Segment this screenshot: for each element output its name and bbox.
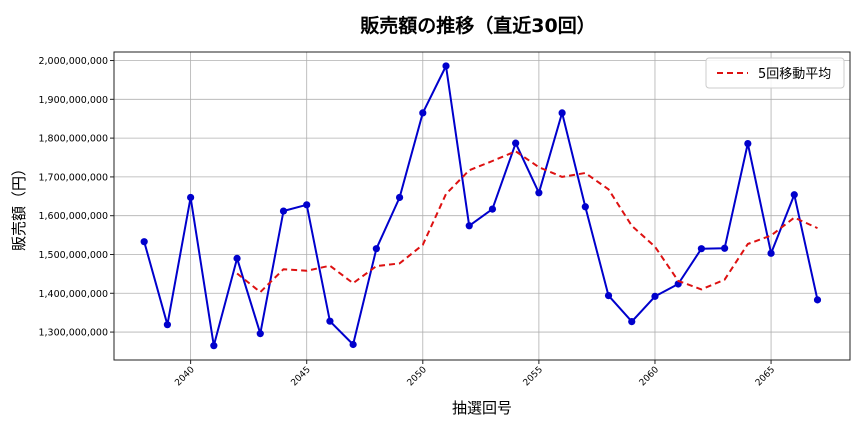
sales-data-point — [187, 193, 195, 202]
sales-data-point — [372, 245, 380, 253]
y-axis-label: 販売額（円） — [10, 161, 28, 251]
sales-line — [143, 65, 819, 347]
sales-data-point — [535, 189, 543, 197]
x-axis-label: 抽選回号 — [452, 399, 512, 417]
sales-data-point — [256, 330, 264, 338]
y-tick-label: 1,900,000,000 — [38, 95, 108, 106]
sales-data-point — [442, 62, 450, 70]
sales-data-point — [604, 292, 613, 300]
sales-data-point — [512, 139, 520, 147]
sales-data-point — [326, 317, 334, 325]
x-tick-label: 2055 — [522, 365, 545, 388]
x-tick-label: 2050 — [406, 365, 429, 388]
y-tick-label: 1,700,000,000 — [38, 172, 108, 183]
moving-average-line — [236, 150, 818, 294]
y-tick-label: 1,400,000,000 — [38, 289, 108, 300]
y-axis-ticks: 1,300,000,000 1,400,000,000 1,500,000,000 1… — [38, 56, 114, 339]
sales-data-point — [790, 191, 798, 199]
y-tick-label: 1,300,000,000 — [38, 328, 108, 339]
sales-data-point — [581, 203, 589, 211]
chart-title: 販売額の推移（直近30回） — [360, 14, 595, 37]
x-tick-label: 2045 — [290, 365, 313, 388]
x-tick-label: 2040 — [173, 365, 196, 388]
sales-data-point — [210, 342, 218, 350]
sales-data-point — [628, 317, 636, 326]
legend-box — [705, 57, 845, 89]
sales-data-point — [279, 207, 288, 215]
sales-data-point — [488, 205, 497, 213]
sales-data-point — [744, 139, 752, 148]
sales-data-point — [767, 249, 775, 257]
sales-data-point — [419, 109, 427, 117]
plot-series — [140, 62, 822, 350]
y-tick-label: 1,600,000,000 — [38, 211, 108, 222]
plot-area-frame — [113, 51, 851, 361]
sales-data-point — [349, 340, 357, 349]
sales-data-point — [558, 109, 566, 117]
sales-data-point — [163, 321, 172, 329]
sales-data-point — [395, 193, 404, 202]
sales-data-point — [813, 296, 822, 304]
x-axis-ticks: 2040 2045 2050 2055 2060 2065 — [173, 360, 777, 388]
sales-data-point — [721, 244, 729, 252]
y-tick-label: 1,800,000,000 — [38, 134, 108, 145]
sales-data-point — [697, 245, 706, 253]
sales-data-point — [140, 238, 148, 246]
legend-label-moving-average: 5回移動平均 — [758, 67, 831, 82]
sales-data-point — [465, 222, 473, 230]
sales-data-point — [233, 254, 241, 262]
chart-legend: 5回移動平均 — [705, 57, 845, 89]
x-tick-label: 2065 — [754, 365, 777, 388]
x-tick-label: 2060 — [638, 365, 661, 388]
sales-data-point — [651, 292, 659, 300]
y-tick-label: 2,000,000,000 — [38, 56, 108, 67]
y-tick-label: 1,500,000,000 — [38, 250, 108, 261]
grid-lines — [114, 52, 850, 360]
sales-data-point — [303, 201, 311, 209]
